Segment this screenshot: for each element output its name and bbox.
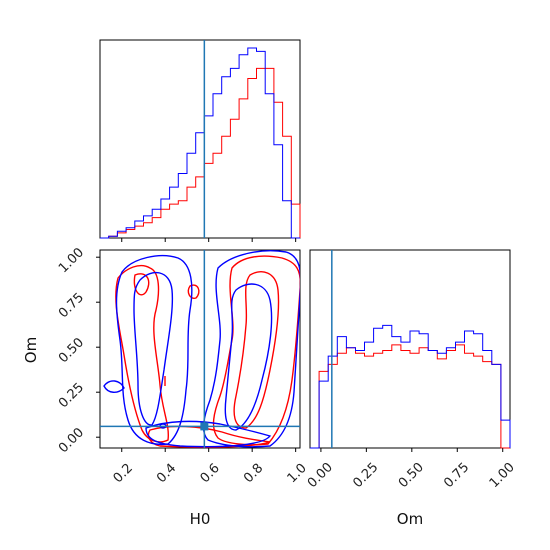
- blue-contour-inner-left: [133, 271, 174, 426]
- om-hist-red-series: [310, 344, 510, 449]
- twod-y-tick-label-0: 0.00: [56, 425, 87, 456]
- twod-x-tick-label-0: 0.2: [111, 461, 136, 486]
- twod-y-tick-label-4: 1.00: [56, 245, 87, 276]
- om-histogram-panel: 0.00 0.25 0.50 0.75 1.00: [305, 249, 518, 491]
- red-contour-right-inner: [233, 271, 280, 429]
- om-histogram-frame: [309, 249, 511, 449]
- blue-contour-outer-left: [115, 255, 193, 446]
- blue-contour-right-outer: [202, 250, 300, 448]
- om-hist-blue-series: [310, 324, 511, 449]
- twod-x-tick-label-3: 0.8: [241, 461, 266, 486]
- om-x-tick-label-3: 0.75: [441, 460, 472, 491]
- red-contour-outer-left: [115, 264, 170, 443]
- contour-frame: [99, 249, 301, 449]
- y-axis-label-om: Om: [22, 337, 40, 363]
- h0-hist-blue-series: [100, 47, 300, 239]
- h0-histogram-frame: [99, 39, 301, 239]
- twod-x-tick-label-1: 0.4: [154, 461, 179, 486]
- twod-x-tick-label-2: 0.6: [198, 461, 223, 486]
- om-x-tick-label-0: 0.00: [305, 460, 336, 491]
- twod-y-tick-label-2: 0.50: [56, 335, 87, 366]
- red-contour-small-1: [187, 284, 200, 299]
- om-x-tick-label-1: 0.25: [350, 460, 381, 491]
- blue-contour-bottom: [145, 420, 272, 448]
- h0-om-contour-panel: 0.2 0.4 0.6 0.8 1.00.000.250.500.751.00: [56, 245, 310, 486]
- twod-y-tick-label-1: 0.25: [56, 380, 87, 411]
- red-contour-right-outer: [212, 255, 300, 446]
- om-x-tick-label-4: 1.00: [487, 460, 518, 491]
- x-axis-label-h0: H0: [190, 510, 211, 528]
- x-axis-label-om: Om: [397, 510, 423, 528]
- red-contour-inner-left: [133, 273, 150, 296]
- twod-y-tick-label-3: 0.75: [56, 290, 87, 321]
- twod-truth-marker: [200, 422, 209, 431]
- blue-contour-small-left: [103, 380, 125, 393]
- h0-histogram-panel: [99, 39, 301, 242]
- om-x-tick-label-2: 0.50: [396, 460, 427, 491]
- blue-contour-right-inner: [224, 283, 273, 431]
